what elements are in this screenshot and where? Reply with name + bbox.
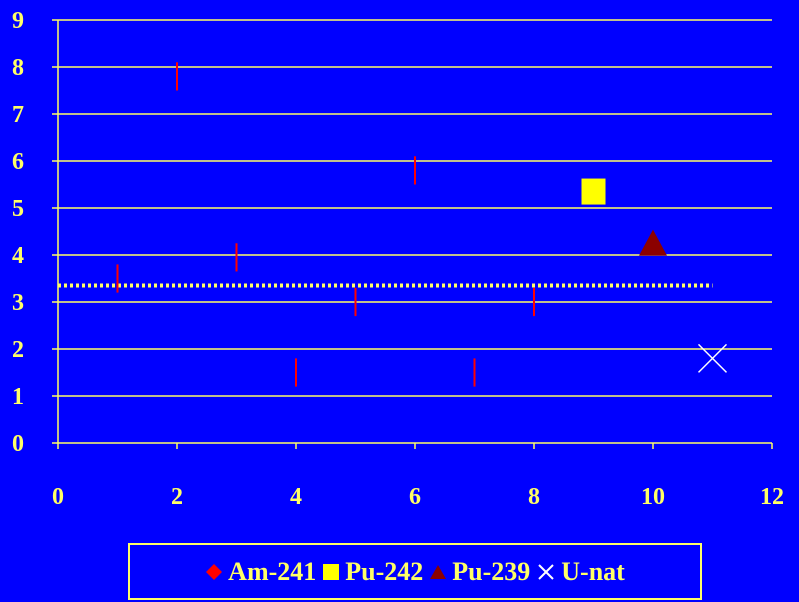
legend-item-pu239: Pu-239 [429, 557, 530, 587]
x-tick-label: 12 [760, 484, 784, 510]
triangle-marker-icon [430, 564, 447, 579]
diamond-marker-icon [206, 563, 223, 580]
legend-item-am241: Am-241 [205, 557, 316, 587]
x-tick-label: 4 [290, 484, 302, 510]
x-tick-label: 6 [409, 484, 421, 510]
y-tick-label: 2 [12, 337, 24, 363]
y-tick-label: 7 [12, 102, 24, 128]
pu239-point [639, 229, 667, 256]
x-tick-label: 2 [171, 484, 183, 510]
y-tick-label: 9 [12, 8, 24, 34]
y-tick-label: 4 [12, 243, 24, 269]
y-tick-label: 0 [12, 431, 24, 457]
chart-legend: Am-241 Pu-242 Pu-239 U-nat [128, 543, 702, 600]
x-marker-icon [538, 563, 554, 580]
unat-point [697, 343, 728, 373]
y-tick-label: 6 [12, 149, 24, 175]
legend-item-unat: U-nat [536, 557, 625, 587]
legend-label: Am-241 [228, 556, 317, 586]
legend-label: U-nat [561, 556, 625, 586]
legend-label: Pu-242 [345, 556, 424, 586]
x-tick-label: 10 [641, 484, 665, 510]
y-tick-label: 8 [12, 55, 24, 81]
square-marker-icon [323, 563, 340, 580]
y-tick-label: 1 [12, 384, 24, 410]
pu242-point [581, 178, 606, 205]
legend-label: Pu-239 [452, 556, 531, 586]
x-tick-label: 8 [528, 484, 540, 510]
legend-item-pu242: Pu-242 [322, 557, 423, 587]
y-tick-label: 3 [12, 290, 24, 316]
x-tick-label: 0 [52, 484, 64, 510]
y-tick-label: 5 [12, 196, 24, 222]
